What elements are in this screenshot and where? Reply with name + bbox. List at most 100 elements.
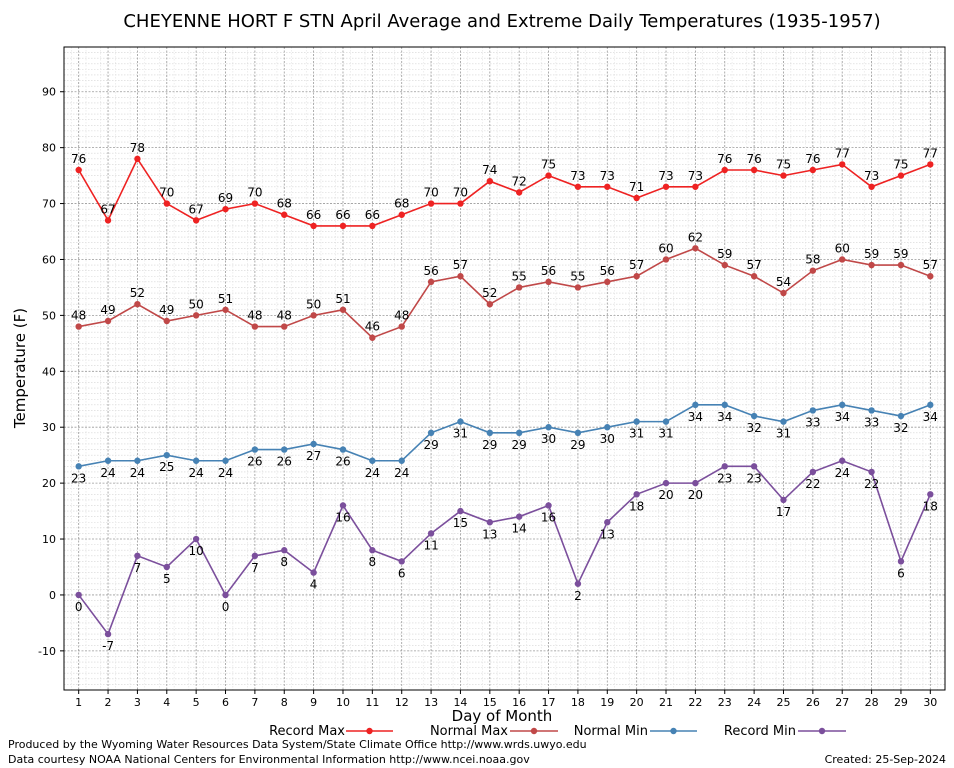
data-label: 49 — [100, 303, 115, 317]
data-point — [692, 401, 699, 409]
data-label: 58 — [805, 253, 820, 267]
data-point — [633, 273, 640, 280]
y-tick-label: 70 — [42, 198, 56, 211]
series-record-max: 76 67 78 70 67 69 70 68 66 66 66 68 70 70 74 72 75 73 73 71… — [71, 141, 938, 230]
data-point — [809, 407, 817, 414]
x-axis-label: Day of Month — [452, 707, 553, 725]
data-label: 77 — [923, 146, 938, 160]
y-tick-label: 30 — [42, 421, 56, 434]
data-point — [251, 446, 259, 453]
data-label: 73 — [658, 169, 673, 183]
data-label: 2 — [574, 589, 582, 603]
data-point — [692, 479, 699, 487]
data-point — [398, 323, 405, 330]
data-label: 46 — [365, 320, 380, 334]
data-label: 67 — [189, 202, 204, 216]
data-label: 32 — [746, 421, 761, 435]
data-label: 72 — [512, 174, 527, 188]
data-point — [427, 530, 435, 537]
data-label: 51 — [218, 292, 233, 306]
data-label: 59 — [717, 247, 732, 261]
data-point — [662, 418, 670, 425]
data-label: 33 — [864, 415, 879, 429]
data-point — [427, 200, 435, 207]
legend-swatch-marker — [818, 727, 826, 735]
data-point — [398, 558, 405, 565]
data-label: 23 — [71, 471, 86, 485]
data-point — [780, 496, 787, 504]
data-label: 4 — [310, 578, 318, 592]
data-label: 57 — [923, 258, 938, 272]
series-normal-max: 48 49 52 49 50 51 48 48 50 51 46 48 56 57 52 55 56 55 56 57… — [71, 230, 938, 341]
data-label: 73 — [688, 169, 703, 183]
data-label: 73 — [570, 169, 585, 183]
data-label: 20 — [658, 488, 673, 502]
data-point — [780, 172, 787, 179]
data-label: 75 — [893, 158, 908, 172]
data-label: 74 — [482, 163, 497, 177]
x-tick-label: 26 — [806, 696, 820, 709]
x-tick-label: 1 — [75, 696, 82, 709]
data-label: 59 — [864, 247, 879, 261]
data-point — [486, 301, 494, 308]
x-tick-label: 9 — [310, 696, 317, 709]
data-point — [780, 418, 787, 425]
data-label: 6 — [398, 566, 406, 580]
data-point — [839, 256, 846, 263]
x-tick-label: 11 — [365, 696, 379, 709]
x-tick-label: 24 — [747, 696, 761, 709]
y-tick-label: 80 — [42, 142, 56, 155]
legend-label: Normal Min — [574, 724, 648, 739]
legend-label: Record Max — [269, 724, 345, 739]
x-tick-label: 28 — [865, 696, 879, 709]
x-tick-label: 19 — [600, 696, 614, 709]
data-point — [927, 491, 934, 498]
data-point — [104, 217, 112, 224]
data-label: 71 — [629, 180, 644, 194]
data-point — [486, 429, 494, 436]
x-tick-label: 10 — [336, 696, 350, 709]
chart-title: CHEYENNE HORT F STN April Average and Ex… — [123, 11, 880, 32]
data-point — [310, 569, 317, 576]
data-point — [897, 558, 905, 565]
data-label: 18 — [923, 499, 938, 513]
data-point — [897, 412, 905, 420]
data-label: 68 — [394, 197, 409, 211]
data-label: 55 — [570, 269, 585, 283]
data-point — [750, 166, 758, 174]
data-label: 13 — [482, 527, 497, 541]
data-point — [662, 479, 670, 487]
data-point — [780, 289, 787, 297]
data-point — [515, 189, 523, 196]
data-label: 26 — [247, 455, 262, 469]
data-point — [339, 306, 347, 313]
data-point — [398, 211, 405, 218]
x-tick-label: 27 — [835, 696, 849, 709]
data-point — [604, 183, 611, 190]
data-label: 73 — [864, 169, 879, 183]
data-point — [281, 446, 288, 453]
legend-label: Normal Max — [430, 724, 508, 739]
y-tick-label: 20 — [42, 477, 56, 490]
data-point — [574, 429, 582, 436]
produced-by-text: Produced by the Wyoming Water Resources … — [8, 738, 587, 751]
data-label: 22 — [864, 477, 879, 491]
data-label: 16 — [335, 510, 350, 524]
data-point — [927, 161, 934, 168]
data-courtesy-text: Data courtesy NOAA National Centers for … — [8, 753, 530, 766]
data-point — [192, 535, 200, 543]
data-label: 48 — [277, 309, 292, 323]
data-label: 0 — [222, 600, 230, 614]
data-label: 17 — [776, 505, 791, 519]
y-axis: -10 0 10 20 30 40 50 60 70 80 90 — [38, 86, 64, 658]
data-label: 52 — [482, 286, 497, 300]
data-label: 56 — [423, 264, 438, 278]
data-label: 16 — [541, 510, 556, 524]
data-point — [251, 552, 259, 560]
data-label: 70 — [159, 186, 174, 200]
data-label: 57 — [629, 258, 644, 272]
data-point — [868, 407, 875, 414]
data-label: 18 — [629, 499, 644, 513]
